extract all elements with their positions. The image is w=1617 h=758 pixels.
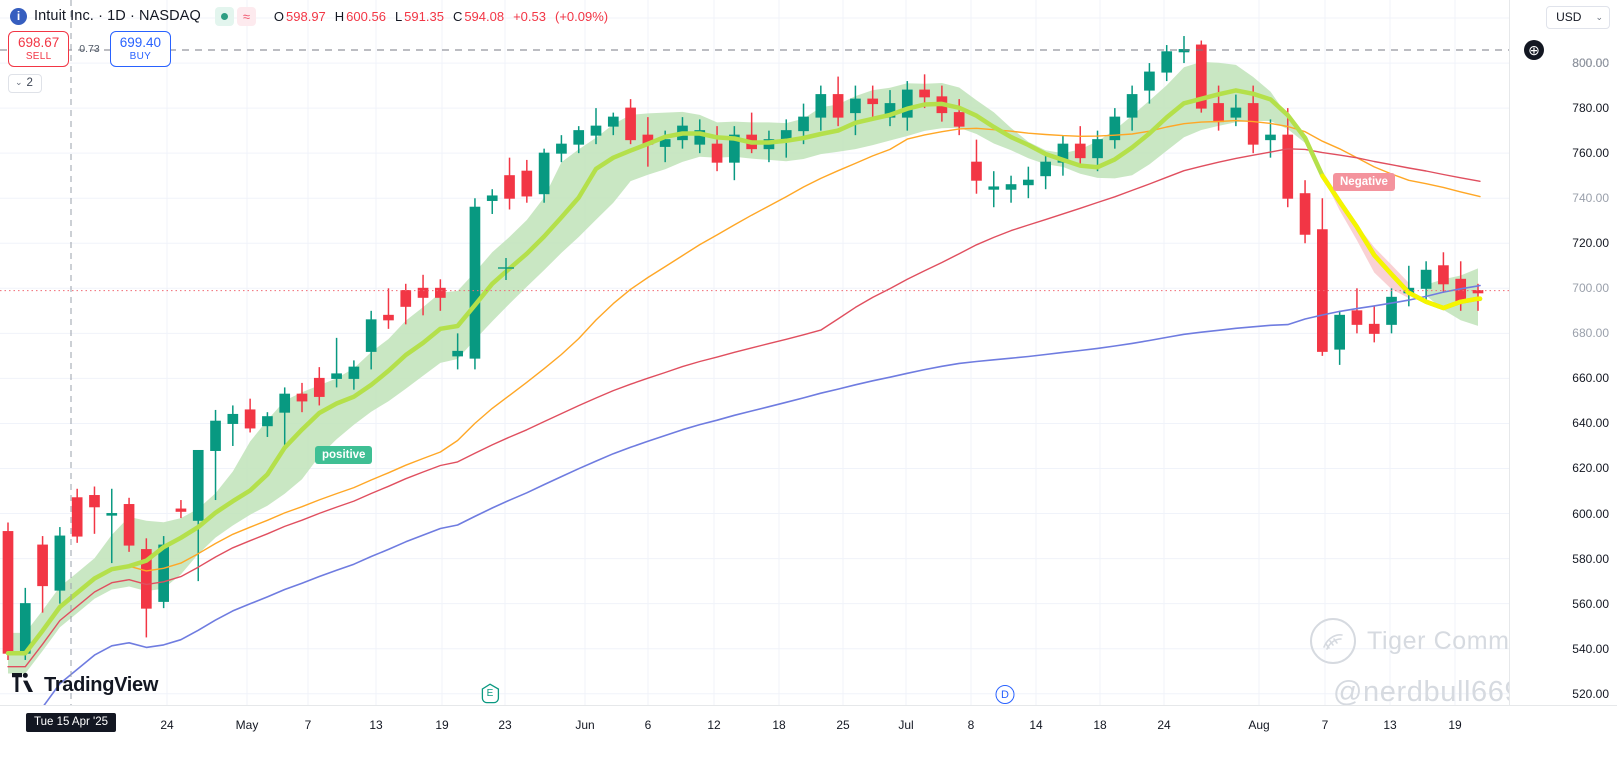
quantity-value: 2 [26,76,33,89]
time-tick: 24 [160,718,174,732]
chart-plot-area[interactable] [0,0,1509,705]
time-tick: 24 [1157,718,1171,732]
time-tick: 7 [304,718,312,732]
time-axis[interactable]: 24 May 7 13 19 23 Jun 6 12 18 25 Jul 8 14 18 24 Aug 7 13 19… [0,705,1617,758]
price-tick: 780.00 [1572,101,1609,116]
ohlc-readout: O 598.97 H 600.56 L 591.35 C 594.08 +0.53 (+0.09%… [274,9,610,24]
price-tick: 800.00 [1572,56,1609,71]
price-tick: 620.00 [1572,461,1609,476]
time-tick: 18 [772,718,786,732]
time-tick: 18 [1093,718,1107,732]
market-status-icon[interactable] [214,6,234,26]
candlestick-canvas [0,0,1509,705]
chart-label-negative: Negative [1333,173,1395,191]
buy-price: 699.40 [119,35,162,50]
tradingview-logo[interactable]: TradingView [12,672,158,698]
dividend-marker-letter: D [1001,688,1009,701]
data-delay-icon[interactable]: ≈ [236,6,256,26]
price-tick: 560.00 [1572,596,1609,611]
chevron-down-icon: ⌄ [1595,11,1603,22]
price-tick: 640.00 [1572,416,1609,431]
trade-panel: 698.67 SELL 0.73 699.40 BUY [8,31,172,68]
price-tick: 720.00 [1572,236,1609,251]
ohlc-l-key: L [394,8,403,24]
price-tick: 700.00 [1572,281,1609,296]
add-alert-icon[interactable]: ⊕ [1524,40,1544,61]
currency-label: USD [1556,10,1582,24]
time-tick: 6 [644,718,652,732]
chart-header: i Intuit Inc. · 1D · NASDAQ ≈ O 598.97 H 60… [0,0,1617,32]
intuit-logo-icon: i [10,7,27,25]
header-badges: ≈ [214,6,256,26]
time-cursor-label: Tue 15 Apr '25 [25,713,117,732]
earnings-marker[interactable]: E [480,683,500,705]
dividend-marker[interactable]: D [995,685,1015,704]
price-tick: 600.00 [1572,506,1609,521]
buy-label: BUY [129,50,152,62]
time-tick: 13 [1383,718,1397,732]
sell-button[interactable]: 698.67 SELL [8,31,70,68]
ohlc-change-pct: (+0.09%) [555,8,609,24]
ohlc-o-value: 598.97 [286,8,326,24]
price-tick: 800.00 [1572,56,1609,71]
ohlc-h-value: 600.56 [346,8,386,24]
sell-price: 698.67 [18,35,60,50]
time-tick: 19 [1448,718,1462,732]
buy-button[interactable]: 699.40 BUY [109,31,172,68]
price-axis[interactable]: 820.00800.00780.00760.00720.00660.00640.… [1509,0,1617,705]
ohlc-o-key: O [273,8,285,24]
time-tick: 25 [836,718,850,732]
ohlc-h-key: H [334,8,345,24]
time-tick: 12 [707,718,721,732]
time-tick: 7 [1321,718,1329,732]
earnings-marker-letter: E [486,687,494,699]
time-tick: 8 [967,718,975,732]
chevron-down-icon: ⌄ [15,77,23,87]
time-tick: May [235,718,259,732]
ohlc-c-value: 594.08 [464,8,505,24]
currency-selector[interactable]: USD ⌄ [1546,6,1610,29]
price-tick: 680.00 [1572,326,1609,341]
chart-label-positive: positive [315,446,373,464]
tradingview-mark-icon [12,672,37,698]
symbol-title[interactable]: Intuit Inc. · 1D · NASDAQ [34,8,201,24]
ohlc-c-key: C [452,8,463,24]
time-tick: 13 [369,718,383,732]
time-tick: Jul [898,718,914,732]
quantity-stepper[interactable]: ⌄ 2 [8,73,42,93]
quantity-row: ⌄ 2 [8,72,42,93]
time-tick: 23 [498,718,512,732]
price-tick: 760.00 [1572,146,1609,161]
sell-label: SELL [25,50,52,62]
ohlc-l-value: 591.35 [404,8,444,24]
time-tick: 14 [1029,718,1043,732]
time-tick: 19 [435,718,449,732]
price-tick: 580.00 [1572,551,1609,566]
tradingview-wordmark: TradingView [44,673,159,696]
time-tick: Jun [575,718,595,732]
price-tick: 520.00 [1572,686,1609,701]
price-tick: 740.00 [1572,191,1609,206]
price-tick: 660.00 [1572,371,1609,386]
spread-value: 0.73 [79,43,100,55]
price-tick: 540.00 [1572,641,1609,656]
time-tick: Aug [1248,718,1270,732]
ohlc-change: +0.53 [513,8,546,24]
